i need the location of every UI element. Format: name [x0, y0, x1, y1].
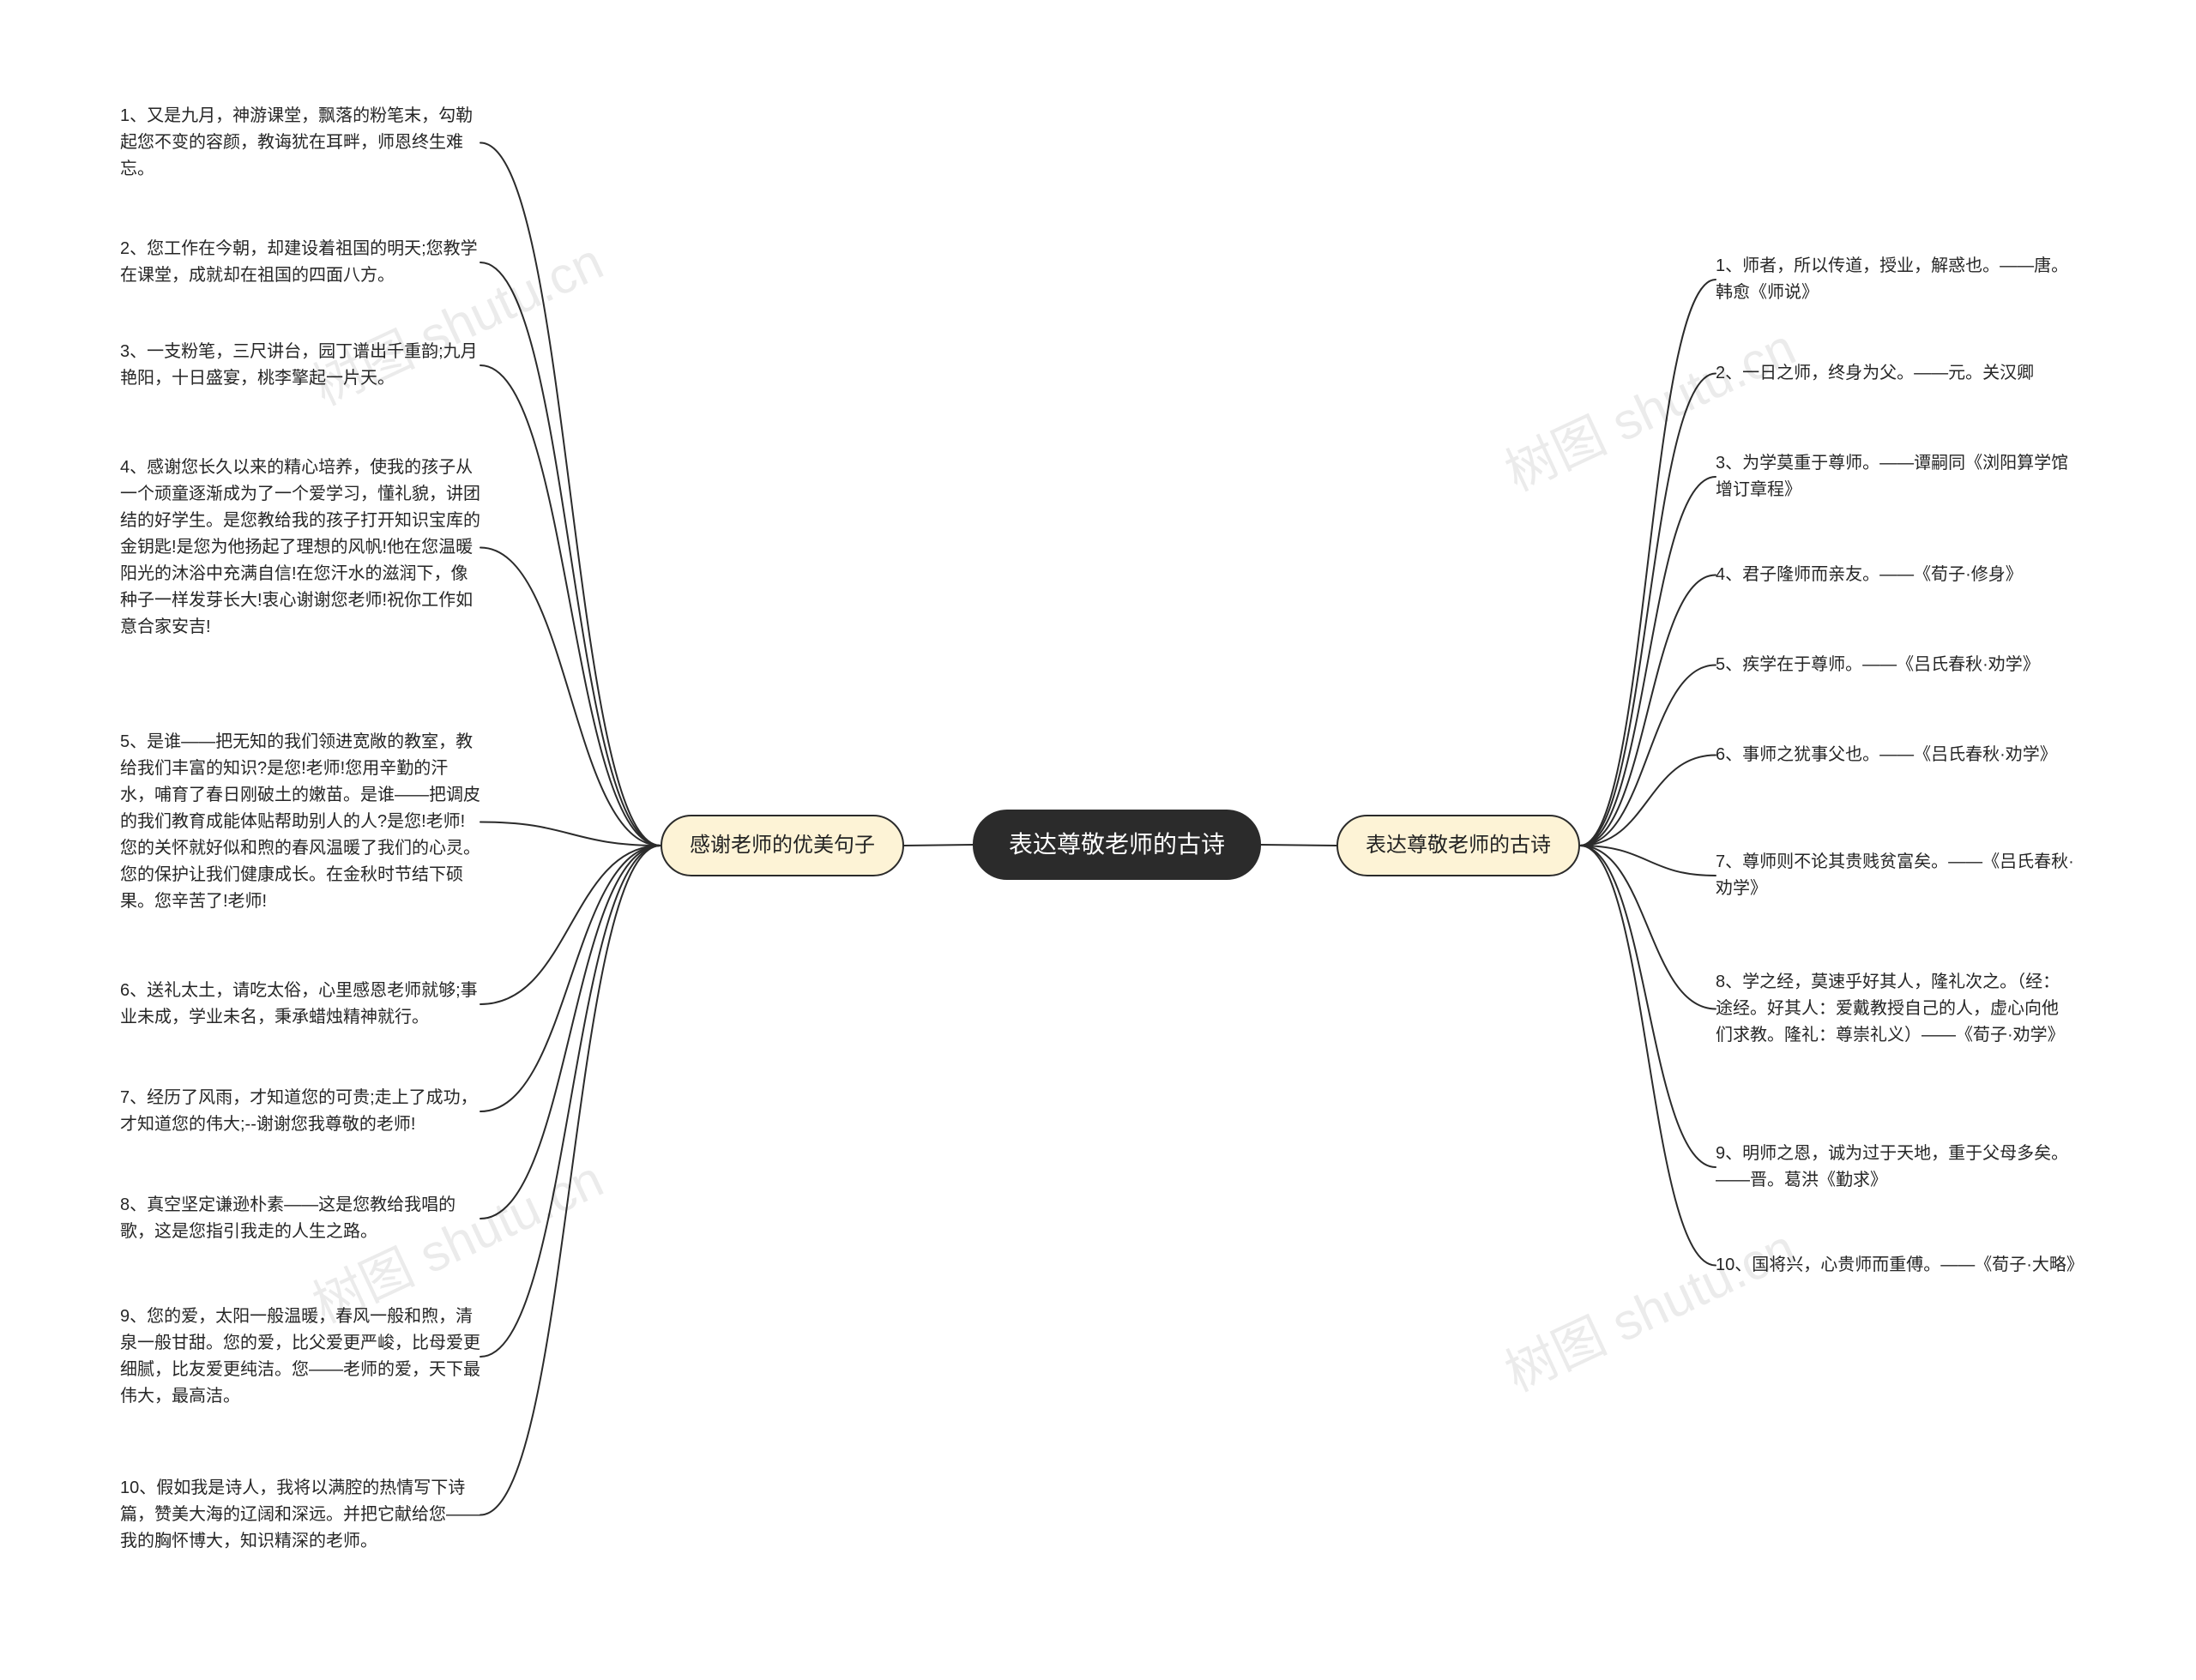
- right-leaf-9: 9、明师之恩，诚为过于天地，重于父母多矣。——晋。葛洪《勤求》: [1716, 1141, 2076, 1194]
- right-branch: 表达尊敬老师的古诗: [1336, 815, 1580, 876]
- left-leaf-10: 10、假如我是诗人，我将以满腔的热情写下诗篇，赞美大海的辽阔和深远。并把它献给您…: [120, 1475, 480, 1555]
- right-leaf-4: 4、君子隆师而亲友。——《荀子·修身》: [1716, 562, 2076, 588]
- right-leaf-2: 2、一日之师，终身为父。——元。关汉卿: [1716, 360, 2076, 387]
- right-leaf-5: 5、疾学在于尊师。——《吕氏春秋·劝学》: [1716, 652, 2076, 678]
- right-leaf-1: 1、师者，所以传道，授业，解惑也。——唐。韩愈《师说》: [1716, 253, 2076, 306]
- right-leaf-10: 10、国将兴，心贵师而重傅。——《荀子·大略》: [1716, 1252, 2076, 1279]
- root-node: 表达尊敬老师的古诗: [973, 810, 1261, 880]
- left-leaf-8: 8、真空坚定谦逊朴素——这是您教给我唱的歌，这是您指引我走的人生之路。: [120, 1192, 480, 1245]
- left-branch: 感谢老师的优美句子: [661, 815, 904, 876]
- left-leaf-4: 4、感谢您长久以来的精心培养，使我的孩子从一个顽童逐渐成为了一个爱学习，懂礼貌，…: [120, 455, 480, 641]
- left-leaf-1: 1、又是九月，神游课堂，飘落的粉笔末，勾勒起您不变的容颜，教诲犹在耳畔，师恩终生…: [120, 103, 480, 183]
- left-leaf-2: 2、您工作在今朝，却建设着祖国的明天;您教学在课堂，成就却在祖国的四面八方。: [120, 236, 480, 289]
- left-leaf-5: 5、是谁——把无知的我们领进宽敞的教室，教给我们丰富的知识?是您!老师!您用辛勤…: [120, 729, 480, 915]
- left-leaf-6: 6、送礼太土，请吃太俗，心里感恩老师就够;事业未成，学业未名，秉承蜡烛精神就行。: [120, 978, 480, 1031]
- watermark: 树图 shutu.cn: [1492, 1207, 1806, 1406]
- right-leaf-7: 7、尊师则不论其贵贱贫富矣。——《吕氏春秋·劝学》: [1716, 849, 2076, 902]
- right-leaf-8: 8、学之经，莫速乎好其人，隆礼次之。（经：途经。好其人：爱戴教授自己的人，虚心向…: [1716, 969, 2076, 1049]
- left-leaf-9: 9、您的爱，太阳一般温暖，春风一般和煦，清泉一般甘甜。您的爱，比父爱更严峻，比母…: [120, 1304, 480, 1410]
- left-leaf-7: 7、经历了风雨，才知道您的可贵;走上了成功，才知道您的伟大;--谢谢您我尊敬的老…: [120, 1085, 480, 1138]
- right-leaf-6: 6、事师之犹事父也。——《吕氏春秋·劝学》: [1716, 742, 2076, 768]
- right-leaf-3: 3、为学莫重于尊师。——谭嗣同《浏阳算学馆增订章程》: [1716, 450, 2076, 503]
- left-leaf-3: 3、一支粉笔，三尺讲台，园丁谱出千重韵;九月艳阳，十日盛宴，桃李擎起一片天。: [120, 339, 480, 392]
